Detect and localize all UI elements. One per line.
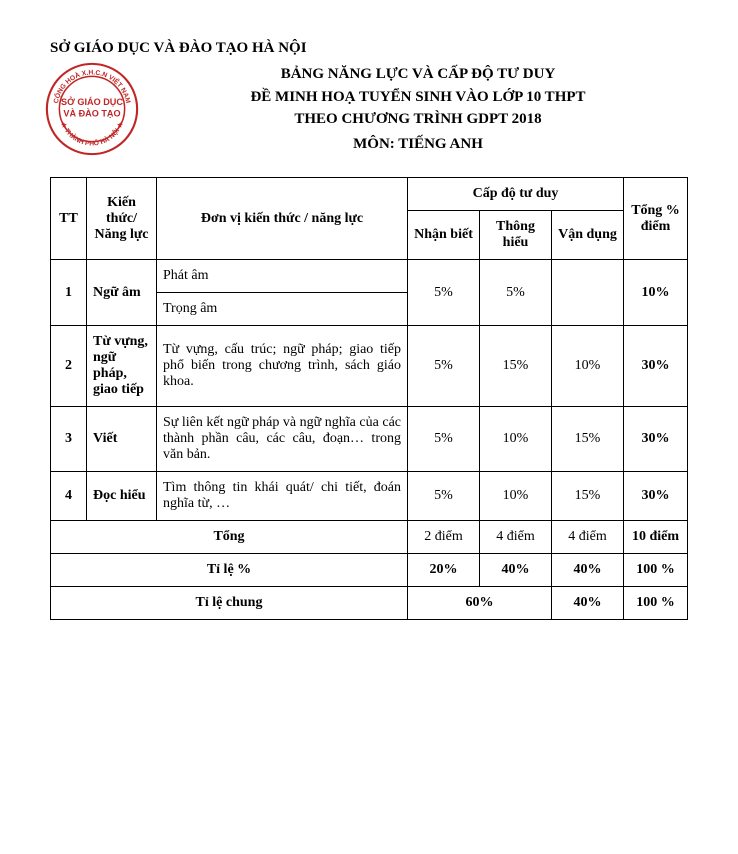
cell-donvi: Trọng âm bbox=[157, 293, 408, 326]
cell-tt: 4 bbox=[51, 472, 87, 521]
table-row: 4 Đọc hiểu Tìm thông tin khái quát/ chi … bbox=[51, 472, 688, 521]
tile-van: 40% bbox=[552, 554, 624, 587]
cell-total: 30% bbox=[624, 407, 688, 472]
chung-b: 40% bbox=[552, 587, 624, 620]
th-tong: Tổng % điểm bbox=[624, 178, 688, 260]
cell-donvi: Phát âm bbox=[157, 260, 408, 293]
stamp-seal: CỘNG HOÀ X.H.C.N VIỆT NAM ★ THÀNH PHỐ HÀ… bbox=[44, 61, 140, 157]
cell-tt: 1 bbox=[51, 260, 87, 326]
cell-nhan: 5% bbox=[408, 407, 480, 472]
tong-van: 4 điểm bbox=[552, 521, 624, 554]
cell-van bbox=[552, 260, 624, 326]
chung-a: 60% bbox=[408, 587, 552, 620]
cell-van: 15% bbox=[552, 407, 624, 472]
cell-nhan: 5% bbox=[408, 326, 480, 407]
tong-nhan: 2 điểm bbox=[408, 521, 480, 554]
tile-nhan: 20% bbox=[408, 554, 480, 587]
cell-kien: Ngữ âm bbox=[87, 260, 157, 326]
cell-kien: Viết bbox=[87, 407, 157, 472]
competency-table: TT Kiến thức/ Năng lực Đơn vị kiến thức … bbox=[50, 177, 688, 620]
cell-total: 30% bbox=[624, 326, 688, 407]
cell-total: 30% bbox=[624, 472, 688, 521]
header-row: CỘNG HOÀ X.H.C.N VIỆT NAM ★ THÀNH PHỐ HÀ… bbox=[50, 61, 688, 157]
org-header: SỞ GIÁO DỤC VÀ ĐÀO TẠO HÀ NỘI bbox=[50, 40, 688, 57]
cell-total: 10% bbox=[624, 260, 688, 326]
cell-thong: 10% bbox=[480, 472, 552, 521]
cell-nhan: 5% bbox=[408, 260, 480, 326]
svg-text:★ THÀNH PHỐ HÀ NỘI ★: ★ THÀNH PHỐ HÀ NỘI ★ bbox=[59, 120, 125, 148]
table-row: 1 Ngữ âm Phát âm 5% 5% 10% bbox=[51, 260, 688, 293]
row-tile: Tỉ lệ % 20% 40% 40% 100 % bbox=[51, 554, 688, 587]
stamp-line1: SỞ GIÁO DỤC bbox=[61, 96, 123, 107]
title-block: BẢNG NĂNG LỰC VÀ CẤP ĐỘ TƯ DUY ĐỀ MINH H… bbox=[148, 63, 688, 155]
cell-donvi: Sự liên kết ngữ pháp và ngữ nghĩa của cá… bbox=[157, 407, 408, 472]
cell-thong: 10% bbox=[480, 407, 552, 472]
title-line-4: MÔN: TIẾNG ANH bbox=[148, 133, 688, 156]
cell-nhan: 5% bbox=[408, 472, 480, 521]
cell-van: 15% bbox=[552, 472, 624, 521]
cell-van: 10% bbox=[552, 326, 624, 407]
cell-kien: Đọc hiểu bbox=[87, 472, 157, 521]
tong-sum: 10 điểm bbox=[624, 521, 688, 554]
tile-thong: 40% bbox=[480, 554, 552, 587]
th-kien: Kiến thức/ Năng lực bbox=[87, 178, 157, 260]
cell-tt: 2 bbox=[51, 326, 87, 407]
cell-tt: 3 bbox=[51, 407, 87, 472]
th-donvi: Đơn vị kiến thức / năng lực bbox=[157, 178, 408, 260]
title-line-1: BẢNG NĂNG LỰC VÀ CẤP ĐỘ TƯ DUY bbox=[148, 63, 688, 86]
table-row: 3 Viết Sự liên kết ngữ pháp và ngữ nghĩa… bbox=[51, 407, 688, 472]
th-thong: Thông hiểu bbox=[480, 211, 552, 260]
cell-donvi: Tìm thông tin khái quát/ chi tiết, đoán … bbox=[157, 472, 408, 521]
tile-label: Tỉ lệ % bbox=[51, 554, 408, 587]
cell-donvi: Từ vựng, cấu trúc; ngữ pháp; giao tiếp p… bbox=[157, 326, 408, 407]
cell-thong: 5% bbox=[480, 260, 552, 326]
th-nhan: Nhận biết bbox=[408, 211, 480, 260]
row-tile-chung: Tỉ lệ chung 60% 40% 100 % bbox=[51, 587, 688, 620]
title-line-2: ĐỀ MINH HOẠ TUYỂN SINH VÀO LỚP 10 THPT bbox=[148, 86, 688, 109]
tong-label: Tổng bbox=[51, 521, 408, 554]
title-line-3: THEO CHƯƠNG TRÌNH GDPT 2018 bbox=[148, 108, 688, 131]
row-tong: Tổng 2 điểm 4 điểm 4 điểm 10 điểm bbox=[51, 521, 688, 554]
th-tt: TT bbox=[51, 178, 87, 260]
chung-label: Tỉ lệ chung bbox=[51, 587, 408, 620]
tile-sum: 100 % bbox=[624, 554, 688, 587]
cell-kien: Từ vựng, ngữ pháp, giao tiếp bbox=[87, 326, 157, 407]
th-van: Vận dụng bbox=[552, 211, 624, 260]
th-capdo: Cấp độ tư duy bbox=[408, 178, 624, 211]
stamp-line2: VÀ ĐÀO TẠO bbox=[63, 109, 120, 119]
chung-sum: 100 % bbox=[624, 587, 688, 620]
table-row: 2 Từ vựng, ngữ pháp, giao tiếp Từ vựng, … bbox=[51, 326, 688, 407]
cell-thong: 15% bbox=[480, 326, 552, 407]
tong-thong: 4 điểm bbox=[480, 521, 552, 554]
